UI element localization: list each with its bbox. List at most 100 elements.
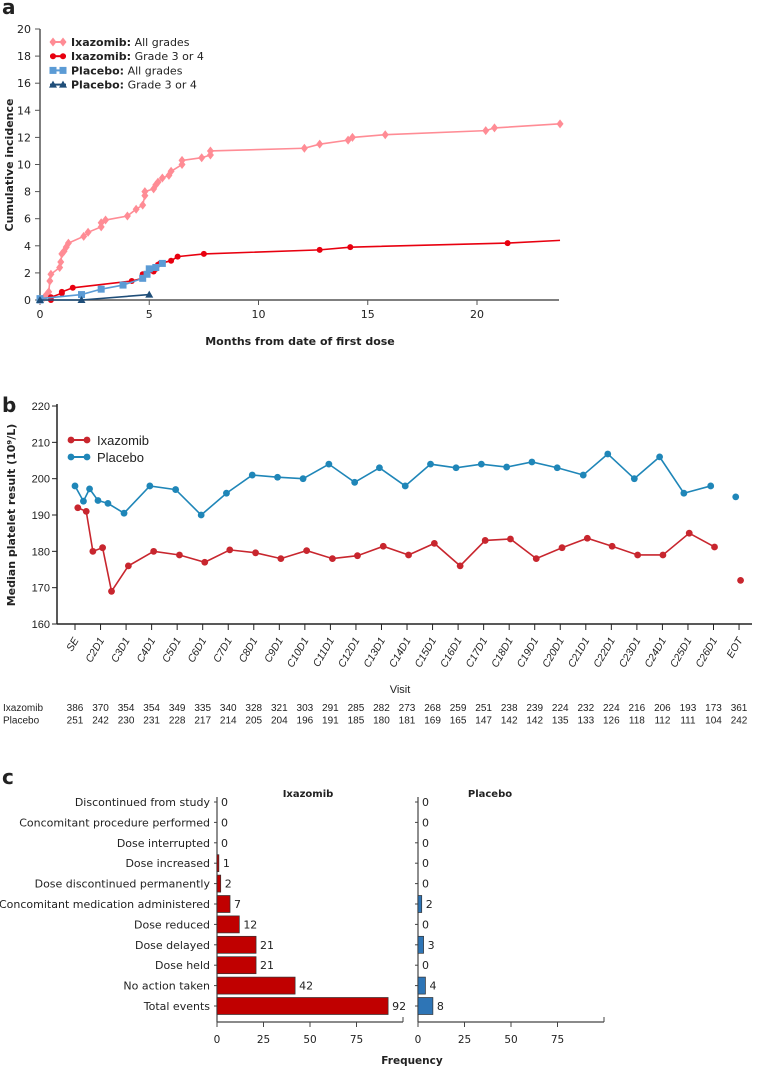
b-eot-point	[732, 493, 740, 501]
b-series-line	[74, 452, 711, 517]
b-legend-marker	[83, 436, 91, 444]
b-legend-marker	[67, 453, 75, 461]
b-count-value: 354	[118, 703, 135, 714]
b-data-point	[608, 542, 616, 550]
c-bar	[216, 935, 257, 954]
c-x-tick-label: 0	[214, 1034, 221, 1046]
a-data-point	[46, 276, 54, 286]
c-x-tick-label: 25	[458, 1034, 471, 1046]
b-data-point	[104, 499, 112, 507]
c-x-tick-label: 50	[303, 1034, 316, 1046]
b-data-point	[405, 551, 412, 559]
a-x-tick-label: 5	[146, 308, 153, 321]
b-data-point	[89, 547, 97, 555]
b-data-point	[427, 460, 434, 468]
b-count-value: 135	[552, 716, 569, 727]
b-data-point	[456, 562, 464, 570]
b-data-point	[303, 547, 311, 555]
c-bar-value: 42	[299, 980, 313, 993]
b-data-point	[528, 458, 536, 466]
c-bar	[417, 997, 434, 1015]
c-bar-value: 12	[243, 918, 257, 931]
b-legend-marker	[83, 453, 91, 461]
b-x-tick-label: C5D1	[160, 636, 184, 665]
b-data-point	[656, 453, 664, 461]
a-data-point	[316, 246, 323, 253]
b-data-point	[430, 539, 438, 547]
c-category-label: Dose increased	[125, 857, 210, 870]
c-bar-value: 0	[422, 878, 429, 891]
b-x-tick-label: C17D1	[464, 636, 491, 670]
b-count-value: 104	[705, 716, 722, 727]
b-x-tick-label: C14D1	[387, 636, 414, 670]
a-data-point	[145, 265, 153, 273]
b-data-point	[108, 587, 115, 595]
b-count-value: 273	[399, 703, 416, 714]
b-x-axis-title: Visit	[390, 684, 411, 696]
b-data-point	[558, 544, 566, 552]
b-data-point	[299, 475, 307, 483]
a-legend-marker	[60, 53, 66, 60]
a-y-tick-label: 2	[24, 267, 31, 280]
b-data-point	[553, 464, 561, 472]
c-bar	[216, 895, 231, 913]
b-data-point	[252, 549, 259, 557]
b-data-point	[248, 471, 256, 479]
b-count-value: 321	[271, 703, 288, 714]
b-data-point	[274, 473, 281, 481]
b-count-value: 126	[603, 716, 620, 727]
b-data-point	[351, 478, 359, 486]
b-y-tick-label: 160	[32, 619, 50, 631]
b-y-axis-title: Median platelet result (10⁹/L)	[5, 424, 18, 607]
a-data-point	[300, 143, 308, 153]
c-category-label: Dose held	[155, 959, 210, 972]
b-legend-label: Placebo	[97, 450, 144, 465]
b-y-tick-label: 210	[32, 437, 50, 449]
a-data-point	[36, 296, 44, 303]
b-count-value: 328	[245, 703, 262, 714]
b-count-value: 354	[143, 703, 160, 714]
b-count-value: 370	[92, 703, 109, 714]
b-data-point	[354, 552, 361, 560]
b-data-point	[150, 547, 158, 555]
c-x-tick-label: 25	[257, 1034, 270, 1046]
c-category-label: Discontinued from study	[75, 796, 211, 809]
c-bar-value: 0	[221, 796, 228, 809]
a-y-tick-label: 12	[17, 131, 31, 144]
b-count-value: 180	[373, 716, 390, 727]
a-data-point	[152, 263, 160, 271]
c-bar	[216, 874, 222, 893]
b-x-tick-label: C21D1	[566, 636, 593, 670]
b-count-value: 169	[424, 716, 441, 727]
a-legend-marker	[49, 80, 57, 88]
b-count-value: 191	[322, 716, 339, 727]
a-data-point	[200, 250, 207, 257]
a-data-point	[490, 123, 498, 133]
c-category-label: Dose discontinued permanently	[35, 878, 211, 891]
b-x-tick-label: C7D1	[211, 636, 235, 665]
b-count-value: 118	[629, 716, 645, 727]
c-bar-value: 0	[422, 857, 429, 870]
b-data-point	[680, 489, 688, 497]
b-count-value: 224	[603, 703, 620, 714]
b-count-value: 242	[92, 716, 109, 727]
b-data-point	[99, 544, 106, 552]
c-bar	[216, 854, 220, 873]
b-x-tick-label: C23D1	[617, 636, 644, 670]
a-data-point	[347, 244, 354, 251]
b-count-value: 193	[680, 703, 697, 714]
b-x-tick-label: C15D1	[412, 636, 439, 670]
b-eot-point	[737, 577, 744, 584]
b-data-point	[226, 546, 234, 554]
b-y-tick-label: 220	[32, 401, 50, 413]
c-bar	[216, 976, 296, 995]
c-bar-value: 21	[260, 939, 274, 952]
panel-label: c	[2, 765, 14, 789]
b-data-point	[452, 464, 460, 472]
c-bar	[417, 895, 423, 913]
b-data-point	[685, 529, 693, 537]
b-data-point	[176, 551, 183, 559]
b-x-tick-label: C24D1	[642, 636, 669, 670]
b-data-point	[172, 486, 180, 493]
a-data-point	[69, 284, 76, 291]
